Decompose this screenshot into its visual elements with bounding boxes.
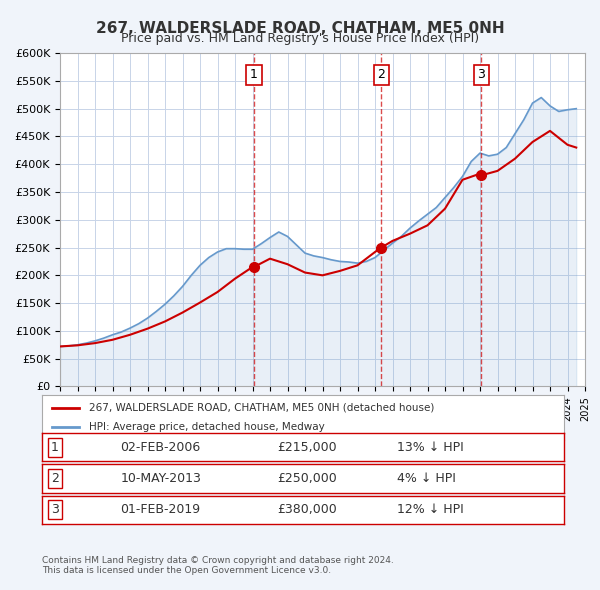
Text: Price paid vs. HM Land Registry's House Price Index (HPI): Price paid vs. HM Land Registry's House …: [121, 32, 479, 45]
Text: 12% ↓ HPI: 12% ↓ HPI: [397, 503, 464, 516]
Text: Contains HM Land Registry data © Crown copyright and database right 2024.
This d: Contains HM Land Registry data © Crown c…: [42, 556, 394, 575]
Text: 3: 3: [478, 68, 485, 81]
Text: £250,000: £250,000: [277, 472, 337, 485]
Text: 13% ↓ HPI: 13% ↓ HPI: [397, 441, 464, 454]
Text: 2: 2: [51, 472, 59, 485]
Text: 01-FEB-2019: 01-FEB-2019: [121, 503, 200, 516]
Text: 267, WALDERSLADE ROAD, CHATHAM, ME5 0NH: 267, WALDERSLADE ROAD, CHATHAM, ME5 0NH: [95, 21, 505, 35]
Text: 2: 2: [377, 68, 385, 81]
Text: 10-MAY-2013: 10-MAY-2013: [121, 472, 201, 485]
Text: 1: 1: [51, 441, 59, 454]
Text: 02-FEB-2006: 02-FEB-2006: [121, 441, 200, 454]
Text: 267, WALDERSLADE ROAD, CHATHAM, ME5 0NH (detached house): 267, WALDERSLADE ROAD, CHATHAM, ME5 0NH …: [89, 403, 434, 412]
Text: £215,000: £215,000: [277, 441, 337, 454]
Text: 4% ↓ HPI: 4% ↓ HPI: [397, 472, 456, 485]
Text: 3: 3: [51, 503, 59, 516]
Text: 1: 1: [250, 68, 258, 81]
Text: HPI: Average price, detached house, Medway: HPI: Average price, detached house, Medw…: [89, 422, 325, 432]
Text: £380,000: £380,000: [277, 503, 337, 516]
